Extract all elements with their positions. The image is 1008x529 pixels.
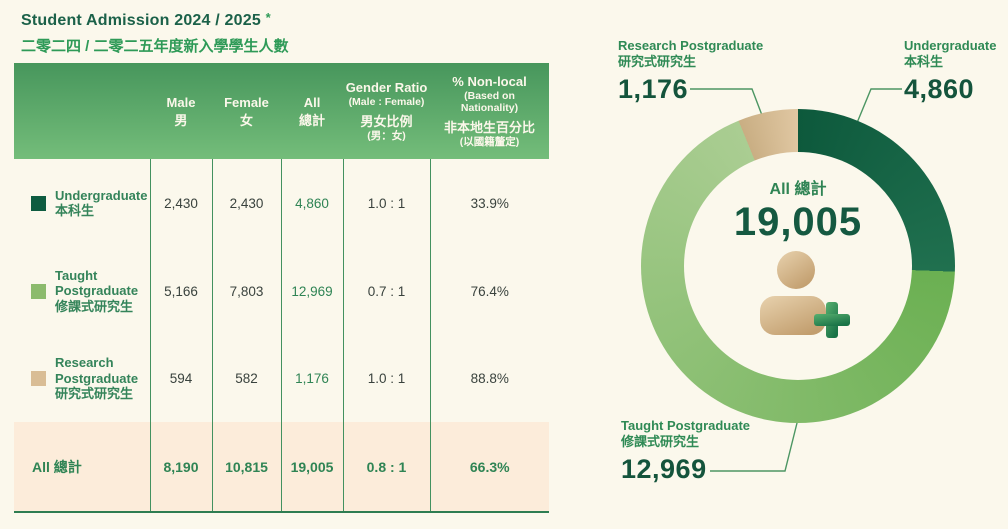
admission-table: Male 男 Female 女 All 總計 Gender Ratio (Mal… bbox=[14, 63, 549, 513]
table-row-undergraduate: Undergraduate 本科生 2,430 2,430 4,860 1.0 :… bbox=[14, 159, 549, 247]
header-nonlocal: % Non-local (Based on Nationality) 非本地生百… bbox=[443, 74, 535, 148]
cell-female: 582 bbox=[211, 335, 281, 422]
cell-male: 5,166 bbox=[149, 247, 212, 335]
table-row-taught-postgraduate: Taught Postgraduate 修課式研究生 5,166 7,803 12… bbox=[14, 247, 549, 335]
donut-center: All 總計 19,005 bbox=[684, 152, 912, 380]
header-gender-ratio: Gender Ratio (Male : Female) 男女比例 (男：女) bbox=[345, 80, 428, 142]
donut-ring: All 總計 19,005 bbox=[641, 109, 955, 423]
page-title-block: Student Admission 2024 / 2025 * 二零二四 / 二… bbox=[21, 10, 289, 56]
header-female: Female 女 bbox=[224, 94, 269, 128]
total-label: All 總計 bbox=[14, 422, 150, 512]
table-row-research-postgraduate: Research Postgraduate 研究式研究生 594 582 1,17… bbox=[14, 335, 549, 422]
cell-female: 2,430 bbox=[211, 159, 281, 247]
cell-nonlocal-total: 66.3% bbox=[429, 422, 549, 512]
callout-undergraduate: Undergraduate 本科生 4,860 bbox=[904, 38, 997, 104]
cell-ratio-total: 0.8 : 1 bbox=[342, 422, 430, 512]
cell-male-total: 8,190 bbox=[149, 422, 212, 512]
cell-ratio: 1.0 : 1 bbox=[342, 335, 430, 422]
research-value: 1,176 bbox=[618, 74, 689, 104]
cell-male: 2,430 bbox=[149, 159, 212, 247]
undergraduate-value: 4,860 bbox=[904, 74, 975, 104]
row-label: Undergraduate 本科生 bbox=[14, 188, 150, 219]
research-postgraduate-legend-swatch bbox=[31, 371, 46, 386]
cell-nonlocal: 88.8% bbox=[429, 335, 549, 422]
undergraduate-legend-swatch bbox=[31, 195, 46, 211]
cell-female-total: 10,815 bbox=[211, 422, 281, 512]
cell-nonlocal: 33.9% bbox=[429, 159, 549, 247]
callout-taught-postgraduate: Taught Postgraduate 修課式研究生 12,969 bbox=[621, 418, 751, 484]
header-male: Male 男 bbox=[166, 94, 196, 128]
cell-all: 1,176 bbox=[280, 335, 343, 422]
table-header: Male 男 Female 女 All 總計 Gender Ratio (Mal… bbox=[14, 63, 549, 159]
page-title: Student Admission 2024 / 2025 * bbox=[21, 10, 289, 30]
page-title-chinese: 二零二四 / 二零二五年度新入學學生人數 bbox=[21, 38, 289, 55]
footnote-asterisk: * bbox=[265, 10, 271, 25]
cell-ratio: 0.7 : 1 bbox=[342, 247, 430, 335]
header-all: All 總計 bbox=[298, 94, 325, 128]
taught-value: 12,969 bbox=[621, 454, 707, 484]
admission-donut-chart: Research Postgraduate 研究式研究生 1,176 Under… bbox=[560, 0, 1008, 529]
cell-all-total: 19,005 bbox=[280, 422, 343, 512]
person-plus-icon bbox=[760, 251, 850, 338]
cell-ratio: 1.0 : 1 bbox=[342, 159, 430, 247]
donut-center-label: All 總計 bbox=[769, 181, 827, 198]
cell-all: 4,860 bbox=[280, 159, 343, 247]
donut-center-value: 19,005 bbox=[733, 200, 863, 244]
table-row-total: All 總計 8,190 10,815 19,005 0.8 : 1 66.3% bbox=[14, 422, 549, 512]
row-label: Taught Postgraduate 修課式研究生 bbox=[14, 268, 150, 315]
header-empty bbox=[14, 63, 150, 159]
cell-male: 594 bbox=[149, 335, 212, 422]
callout-research-postgraduate: Research Postgraduate 研究式研究生 1,176 bbox=[618, 38, 764, 104]
row-label: Research Postgraduate 研究式研究生 bbox=[14, 355, 150, 402]
cell-all: 12,969 bbox=[280, 247, 343, 335]
cell-female: 7,803 bbox=[211, 247, 281, 335]
cell-nonlocal: 76.4% bbox=[429, 247, 549, 335]
taught-postgraduate-legend-swatch bbox=[31, 283, 46, 299]
page-title-text: Student Admission 2024 / 2025 bbox=[21, 12, 261, 29]
